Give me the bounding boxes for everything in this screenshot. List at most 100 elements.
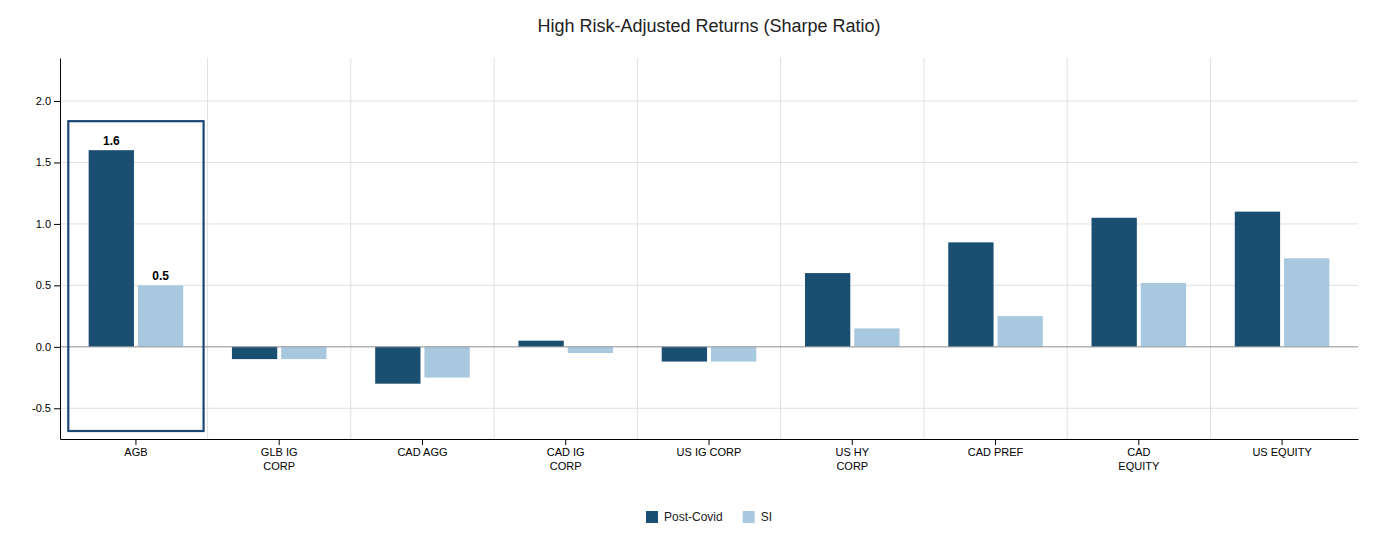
group-separator [350, 58, 351, 439]
y-tick: 1.0 [36, 218, 60, 230]
bar-series [138, 258, 1329, 377]
x-tick-label: CAD AGG [397, 446, 447, 458]
group-separator [1210, 58, 1211, 439]
legend-label: SI [761, 510, 772, 524]
legend-item: SI [743, 510, 772, 524]
y-tick: 0.5 [36, 279, 60, 291]
x-tick-label-line: CAD PREF [968, 446, 1024, 458]
y-tick-mark [54, 408, 60, 409]
x-tick-label-line: GLB IG [261, 446, 298, 458]
x-tick-mark [565, 439, 566, 445]
y-tick-label: 0.0 [36, 341, 51, 353]
grid [60, 58, 1358, 439]
group-separator [494, 58, 495, 439]
bar [948, 242, 993, 346]
group-separator [207, 58, 208, 439]
highlight-box [68, 121, 203, 431]
x-tick-mark [279, 439, 280, 445]
y-tick-mark [54, 285, 60, 286]
y-tick-label: -0.5 [32, 402, 51, 414]
x-tick: CAD AGG [397, 439, 447, 458]
x-tick-label-line: AGB [124, 446, 147, 458]
x-tick: US EQUITY [1252, 439, 1312, 458]
x-tick-label: AGB [124, 446, 147, 458]
x-tick-mark [422, 439, 423, 445]
plot-area: -0.5 0.0 0.5 1.0 1.5 2.0 AGB GLB IG CORP CAD AGG C… [32, 58, 1358, 472]
y-tick-mark [54, 224, 60, 225]
bar [1284, 258, 1329, 346]
bar [1141, 283, 1186, 347]
bar [232, 347, 277, 359]
zero-line [60, 346, 1358, 347]
y-axis: -0.5 0.0 0.5 1.0 1.5 2.0 [32, 59, 60, 440]
bar [568, 347, 613, 353]
x-tick: GLB IG CORP [261, 439, 298, 472]
annotation: 0.5 [152, 269, 169, 283]
x-tick-label: CAD PREF [968, 446, 1024, 458]
y-tick-label: 1.5 [36, 156, 51, 168]
x-tick-mark [1282, 439, 1283, 445]
grid-line [60, 101, 1358, 102]
x-tick-label: US EQUITY [1252, 446, 1312, 458]
x-tick: AGB [124, 439, 147, 458]
x-tick-label: US IG CORP [677, 446, 742, 458]
x-tick-label: US HY CORP [835, 446, 869, 472]
x-tick-label-line: CAD AGG [397, 446, 447, 458]
x-tick: CAD IG CORP [547, 439, 585, 472]
bar [805, 273, 850, 347]
bar [281, 347, 326, 359]
y-axis-line [60, 59, 61, 440]
x-tick-label-line: CAD [1127, 446, 1150, 458]
bar [138, 285, 183, 346]
y-tick-label: 2.0 [36, 95, 51, 107]
legend: Post-Covid SI [646, 510, 772, 524]
legend-swatch [646, 511, 658, 523]
legend-label: Post-Covid [664, 510, 723, 524]
annotation: 1.6 [103, 134, 120, 148]
x-tick-mark [709, 439, 710, 445]
group-separator [780, 58, 781, 439]
bar [662, 347, 707, 362]
x-tick-label-line: CORP [550, 460, 582, 472]
grid-line [60, 408, 1358, 409]
x-tick-label-line: EQUITY [1118, 460, 1160, 472]
y-tick-label: 1.0 [36, 218, 51, 230]
x-tick: US IG CORP [677, 439, 742, 458]
x-tick-label: CAD EQUITY [1118, 446, 1160, 472]
group-separator [637, 58, 638, 439]
x-tick: CAD PREF [968, 439, 1024, 458]
y-tick: -0.5 [32, 402, 60, 414]
x-tick-mark [995, 439, 996, 445]
chart-title: High Risk-Adjusted Returns (Sharpe Ratio… [537, 16, 880, 36]
annotations: 1.6 0.5 [68, 121, 203, 431]
x-tick-mark [1138, 439, 1139, 445]
bar [1235, 212, 1280, 347]
y-tick: 1.5 [36, 156, 60, 168]
x-tick-label-line: CORP [263, 460, 295, 472]
x-tick-label-line: CAD IG [547, 446, 585, 458]
x-tick-label-line: CORP [836, 460, 868, 472]
group-separator [1067, 58, 1068, 439]
bar [375, 347, 420, 384]
bar-series [89, 150, 1280, 384]
x-tick-label-line: US HY [835, 446, 869, 458]
x-tick-label-line: US IG CORP [677, 446, 742, 458]
grid-line [60, 162, 1358, 163]
legend-item: Post-Covid [646, 510, 723, 524]
y-tick-mark [54, 162, 60, 163]
x-axis: AGB GLB IG CORP CAD AGG CAD IG CORP US IG CORP… [61, 439, 1359, 472]
legend-swatch [743, 511, 755, 523]
x-tick: CAD EQUITY [1118, 439, 1160, 472]
bar [1092, 218, 1137, 347]
y-tick-label: 0.5 [36, 279, 51, 291]
bar [711, 347, 756, 362]
bar [854, 328, 899, 346]
group-separator [923, 58, 924, 439]
bars [89, 150, 1330, 384]
x-tick-mark [135, 439, 136, 445]
x-tick-label: CAD IG CORP [547, 446, 585, 472]
x-tick-label-line: US EQUITY [1252, 446, 1312, 458]
bar [518, 341, 563, 347]
bar [998, 316, 1043, 347]
bar [424, 347, 469, 378]
